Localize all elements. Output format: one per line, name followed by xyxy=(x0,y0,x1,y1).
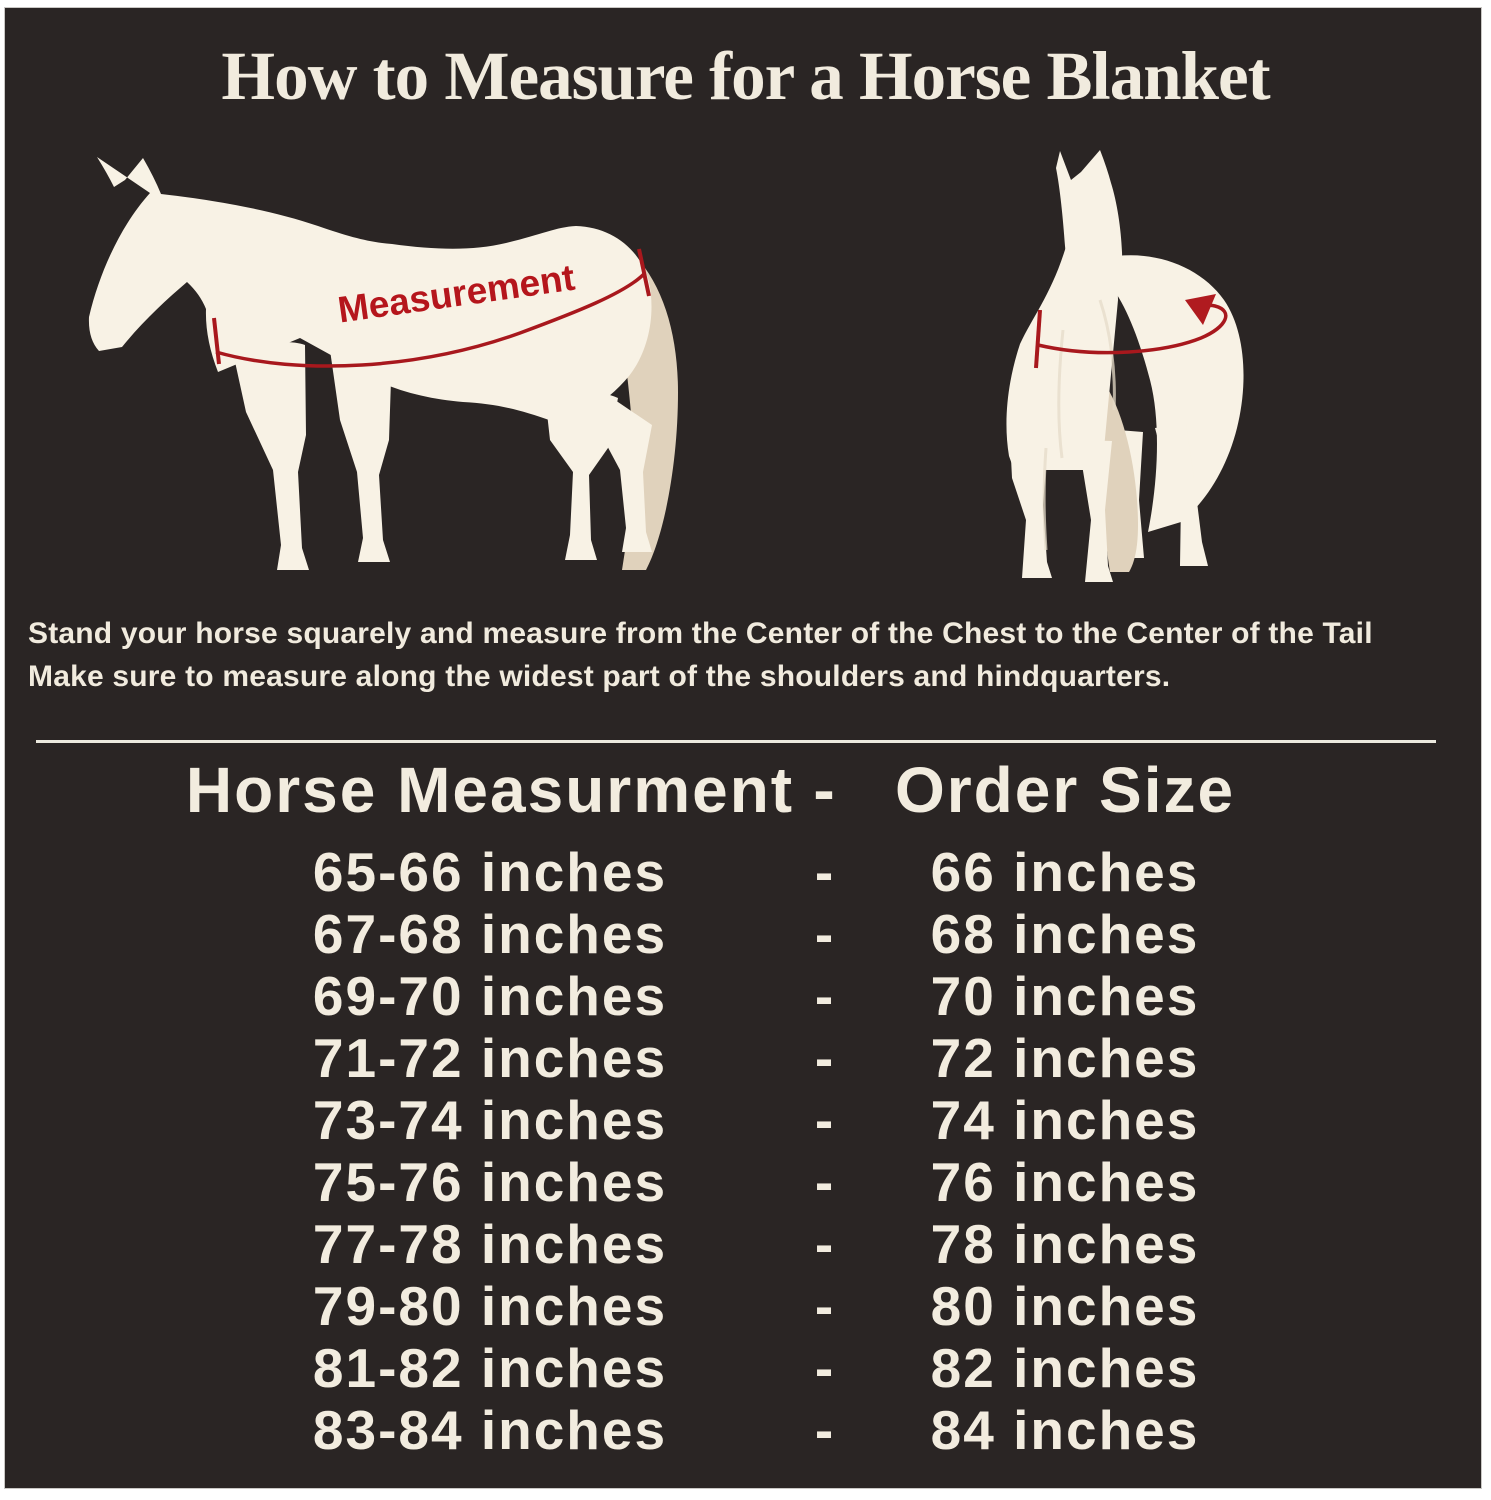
table-cell-order: 66 inches xyxy=(930,841,1200,903)
table-cell-separator: - xyxy=(814,1275,836,1337)
table-row: 69-70 inches - 70 inches xyxy=(0,965,1491,1027)
table-cell-measurement: 69-70 inches xyxy=(312,965,668,1027)
table-row: 71-72 inches - 72 inches xyxy=(0,1027,1491,1089)
table-row: 81-82 inches - 82 inches xyxy=(0,1337,1491,1399)
table-cell-separator: - xyxy=(814,1213,836,1275)
side-horse-front-leg xyxy=(232,341,309,570)
table-cell-order: 74 inches xyxy=(930,1089,1200,1151)
table-cell-separator: - xyxy=(814,903,836,965)
table-cell-separator: - xyxy=(814,1027,836,1089)
side-horse-front-leg xyxy=(330,350,392,562)
table-cell-order: 80 inches xyxy=(930,1275,1200,1337)
measurement-tick-right xyxy=(637,248,651,297)
front-horse-figure xyxy=(1006,150,1244,582)
table-cell-separator: - xyxy=(814,841,836,903)
table-cell-order: 72 inches xyxy=(930,1027,1200,1089)
table-cell-measurement: 71-72 inches xyxy=(312,1027,668,1089)
table-cell-measurement: 77-78 inches xyxy=(312,1213,668,1275)
side-horse-hind-leg xyxy=(604,400,652,552)
table-cell-separator: - xyxy=(814,1337,836,1399)
side-horse-hind-leg xyxy=(545,391,618,560)
size-table: Horse Measurment - Order Size 65-66 inch… xyxy=(0,757,1491,1461)
measurement-line xyxy=(215,271,647,368)
table-cell-order: 68 inches xyxy=(930,903,1200,965)
girth-annotation xyxy=(1034,294,1228,369)
table-row: 67-68 inches - 68 inches xyxy=(0,903,1491,965)
instructions-line-2: Make sure to measure along the widest pa… xyxy=(28,660,1171,693)
table-row: 79-80 inches - 80 inches xyxy=(0,1275,1491,1337)
table-cell-order: 70 inches xyxy=(930,965,1200,1027)
instructions-text: Stand your horse squarely and measure fr… xyxy=(28,612,1478,698)
table-cell-measurement: 67-68 inches xyxy=(312,903,668,965)
size-table-rows: 65-66 inches - 66 inches 67-68 inches - 68 in… xyxy=(0,841,1491,1461)
front-horse-front-leg xyxy=(1010,438,1052,578)
horse-diagram: Measurement xyxy=(88,150,1244,582)
side-horse-figure: Measurement xyxy=(88,157,678,570)
measurement-tick-left xyxy=(212,317,221,365)
front-horse-hind-leg xyxy=(1155,424,1208,566)
table-cell-measurement: 79-80 inches xyxy=(312,1275,668,1337)
table-cell-order: 76 inches xyxy=(930,1151,1200,1213)
header-horse-measurement: Horse Measurment xyxy=(185,754,795,826)
table-cell-order: 78 inches xyxy=(930,1213,1200,1275)
table-cell-measurement: 83-84 inches xyxy=(312,1399,668,1461)
table-cell-measurement: 81-82 inches xyxy=(312,1337,668,1399)
front-horse-head xyxy=(1056,150,1123,307)
table-row: 65-66 inches - 66 inches xyxy=(0,841,1491,903)
table-cell-separator: - xyxy=(814,965,836,1027)
table-cell-separator: - xyxy=(814,1151,836,1213)
divider-line xyxy=(36,740,1436,743)
table-cell-measurement: 73-74 inches xyxy=(312,1089,668,1151)
header-separator: - xyxy=(813,754,837,826)
table-cell-order: 84 inches xyxy=(930,1399,1200,1461)
table-cell-separator: - xyxy=(814,1089,836,1151)
table-row: 83-84 inches - 84 inches xyxy=(0,1399,1491,1461)
table-row: 73-74 inches - 74 inches xyxy=(0,1089,1491,1151)
table-row: 77-78 inches - 78 inches xyxy=(0,1213,1491,1275)
rotation-arrow-icon xyxy=(1185,294,1216,325)
header-order-size: Order Size xyxy=(894,754,1236,826)
front-horse-front-leg xyxy=(1078,440,1113,582)
instructions-line-1: Stand your horse squarely and measure fr… xyxy=(28,617,1373,650)
table-cell-measurement: 75-76 inches xyxy=(312,1151,668,1213)
girth-tick xyxy=(1034,309,1042,369)
table-cell-measurement: 65-66 inches xyxy=(312,841,668,903)
page-title: How to Measure for a Horse Blanket xyxy=(221,38,1270,114)
table-row: 75-76 inches - 76 inches xyxy=(0,1151,1491,1213)
size-table-header: Horse Measurment - Order Size xyxy=(0,757,1491,823)
table-cell-separator: - xyxy=(814,1399,836,1461)
front-horse-barrel xyxy=(1104,255,1244,532)
table-cell-order: 82 inches xyxy=(930,1337,1200,1399)
